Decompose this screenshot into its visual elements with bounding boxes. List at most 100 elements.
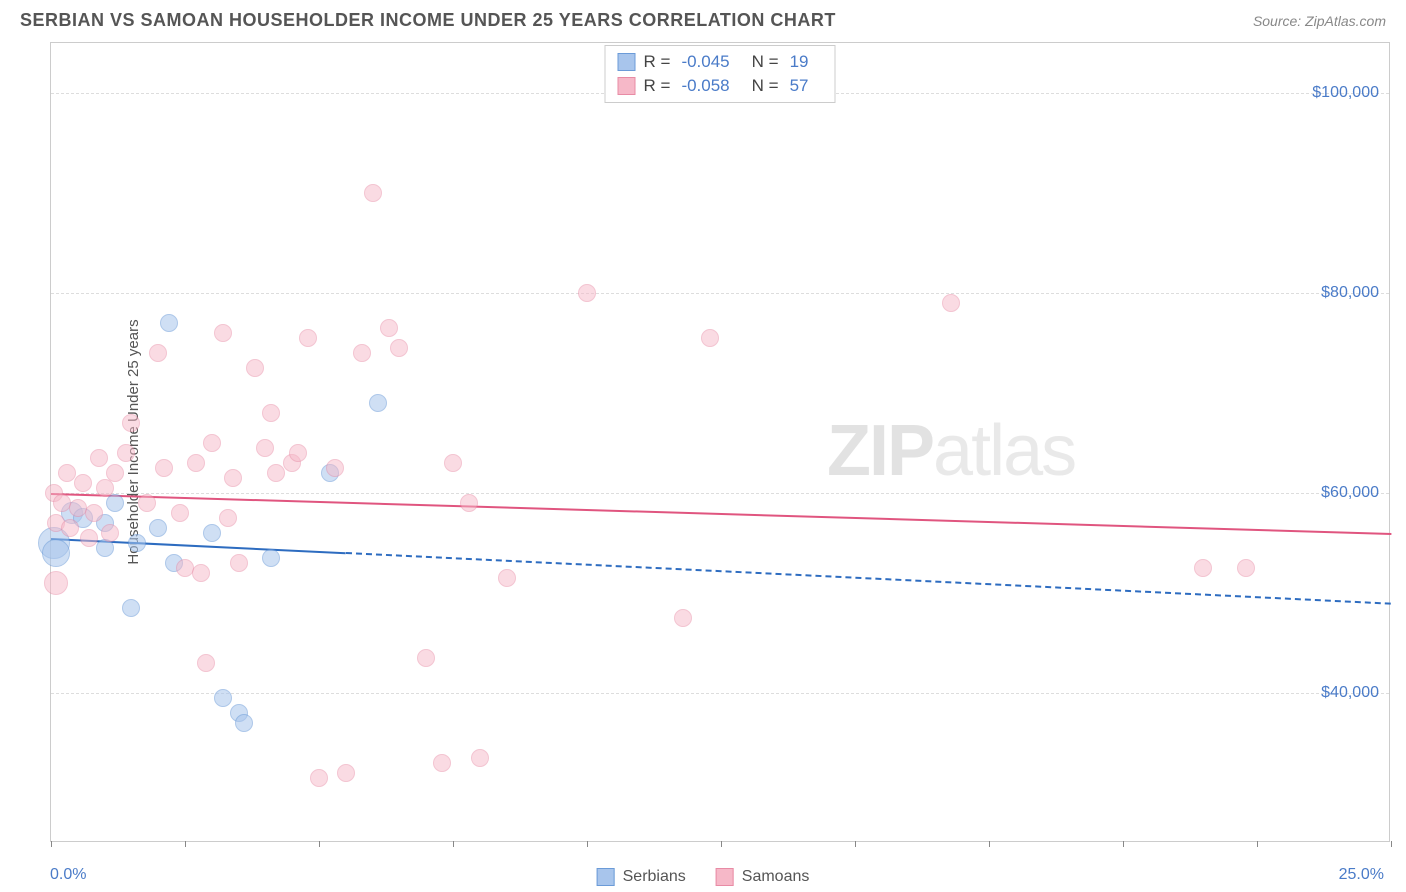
data-point-samoans: [498, 569, 516, 587]
watermark-bold: ZIP: [827, 411, 933, 491]
plot-area: $40,000 $60,000 $80,000 $100,000: [51, 43, 1389, 841]
data-point-samoans: [138, 494, 156, 512]
data-point-samoans: [674, 609, 692, 627]
data-point-samoans: [390, 339, 408, 357]
x-tick: [587, 841, 588, 847]
y-tick-label: $80,000: [1321, 284, 1379, 302]
r-value: -0.058: [681, 76, 729, 96]
x-tick: [721, 841, 722, 847]
data-point-samoans: [197, 654, 215, 672]
data-point-samoans: [90, 449, 108, 467]
data-point-samoans: [471, 749, 489, 767]
data-point-samoans: [61, 519, 79, 537]
data-point-samoans: [701, 329, 719, 347]
data-point-samoans: [417, 649, 435, 667]
y-tick-label: $60,000: [1321, 484, 1379, 502]
data-point-serbians: [106, 494, 124, 512]
y-tick-label: $100,000: [1312, 84, 1379, 102]
data-point-serbians: [203, 524, 221, 542]
chart-container: Householder Income Under 25 years $40,00…: [50, 42, 1390, 842]
data-point-samoans: [224, 469, 242, 487]
legend-swatch: [618, 53, 636, 71]
x-tick: [855, 841, 856, 847]
data-point-samoans: [187, 454, 205, 472]
data-point-serbians: [214, 689, 232, 707]
data-point-samoans: [380, 319, 398, 337]
r-label: R =: [644, 76, 671, 96]
data-point-samoans: [262, 404, 280, 422]
x-tick: [989, 841, 990, 847]
correlation-legend-row: R = -0.058 N = 57: [618, 74, 823, 98]
data-point-samoans: [460, 494, 478, 512]
data-point-samoans: [1237, 559, 1255, 577]
data-point-samoans: [942, 294, 960, 312]
data-point-samoans: [310, 769, 328, 787]
data-point-serbians: [235, 714, 253, 732]
n-value: 19: [790, 52, 809, 72]
legend-item-samoans: Samoans: [716, 868, 810, 886]
n-value: 57: [790, 76, 809, 96]
data-point-samoans: [122, 414, 140, 432]
data-point-samoans: [96, 479, 114, 497]
x-tick: [1123, 841, 1124, 847]
data-point-samoans: [214, 324, 232, 342]
legend-swatch: [597, 868, 615, 886]
chart-title: SERBIAN VS SAMOAN HOUSEHOLDER INCOME UND…: [20, 10, 836, 31]
data-point-samoans: [337, 764, 355, 782]
gridline: [51, 493, 1389, 494]
data-point-samoans: [230, 554, 248, 572]
x-tick: [1391, 841, 1392, 847]
x-tick: [1257, 841, 1258, 847]
x-tick: [185, 841, 186, 847]
legend-swatch: [716, 868, 734, 886]
x-tick: [51, 841, 52, 847]
data-point-serbians: [160, 314, 178, 332]
legend-label: Serbians: [623, 868, 686, 886]
data-point-samoans: [192, 564, 210, 582]
series-legend: Serbians Samoans: [597, 868, 810, 886]
data-point-samoans: [106, 464, 124, 482]
data-point-samoans: [267, 464, 285, 482]
data-point-serbians: [42, 539, 70, 567]
trend-line-samoans: [51, 493, 1391, 535]
watermark: ZIPatlas: [827, 410, 1075, 492]
data-point-samoans: [101, 524, 119, 542]
data-point-samoans: [58, 464, 76, 482]
data-point-samoans: [203, 434, 221, 452]
data-point-samoans: [256, 439, 274, 457]
data-point-samoans: [117, 444, 135, 462]
x-tick: [453, 841, 454, 847]
x-axis-max-label: 25.0%: [1339, 866, 1384, 884]
data-point-samoans: [1194, 559, 1212, 577]
gridline: [51, 293, 1389, 294]
data-point-serbians: [262, 549, 280, 567]
data-point-samoans: [433, 754, 451, 772]
r-value: -0.045: [681, 52, 729, 72]
legend-label: Samoans: [742, 868, 810, 886]
correlation-legend: R = -0.045 N = 19R = -0.058 N = 57: [605, 45, 836, 103]
gridline: [51, 693, 1389, 694]
data-point-samoans: [326, 459, 344, 477]
data-point-samoans: [353, 344, 371, 362]
chart-header: SERBIAN VS SAMOAN HOUSEHOLDER INCOME UND…: [0, 0, 1406, 39]
data-point-samoans: [246, 359, 264, 377]
data-point-samoans: [80, 529, 98, 547]
legend-item-serbians: Serbians: [597, 868, 686, 886]
data-point-serbians: [369, 394, 387, 412]
correlation-legend-row: R =-0.045N =19: [618, 50, 823, 74]
data-point-samoans: [155, 459, 173, 477]
data-point-samoans: [85, 504, 103, 522]
y-tick-label: $40,000: [1321, 684, 1379, 702]
data-point-serbians: [149, 519, 167, 537]
data-point-samoans: [74, 474, 92, 492]
data-point-samoans: [299, 329, 317, 347]
n-label: N =: [752, 76, 779, 96]
data-point-samoans: [444, 454, 462, 472]
n-label: N =: [752, 52, 779, 72]
x-axis-min-label: 0.0%: [50, 866, 86, 884]
data-point-samoans: [44, 571, 68, 595]
data-point-serbians: [122, 599, 140, 617]
data-point-samoans: [171, 504, 189, 522]
data-point-samoans: [289, 444, 307, 462]
source-attribution: Source: ZipAtlas.com: [1253, 13, 1386, 29]
